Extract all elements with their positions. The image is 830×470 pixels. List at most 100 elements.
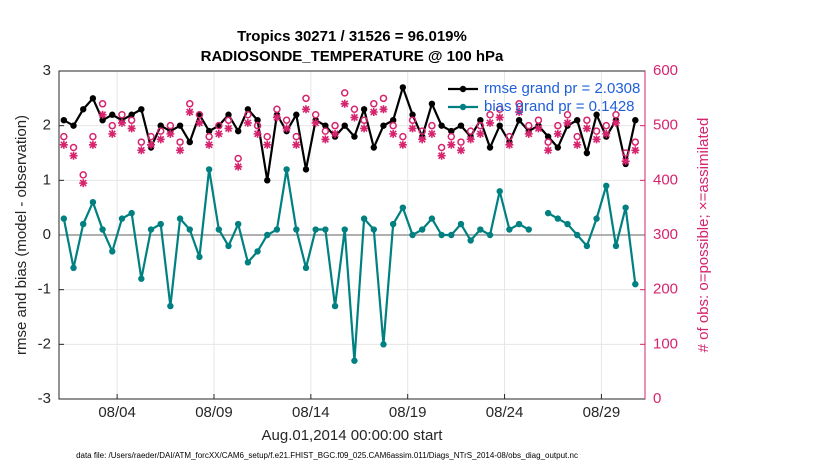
point bbox=[506, 226, 513, 233]
point bbox=[196, 253, 203, 261]
point bbox=[515, 100, 523, 108]
point bbox=[167, 302, 174, 310]
point bbox=[185, 108, 194, 116]
point bbox=[88, 140, 97, 149]
point bbox=[350, 113, 359, 122]
point bbox=[399, 132, 407, 141]
point bbox=[302, 166, 310, 173]
point bbox=[205, 166, 213, 173]
point bbox=[467, 237, 474, 244]
point bbox=[109, 111, 116, 118]
point bbox=[380, 122, 387, 129]
point bbox=[127, 116, 136, 124]
point bbox=[602, 121, 611, 130]
point bbox=[544, 146, 553, 155]
point bbox=[244, 110, 252, 119]
point bbox=[544, 138, 552, 146]
point bbox=[272, 113, 281, 122]
point bbox=[515, 220, 523, 228]
point bbox=[263, 132, 271, 141]
point bbox=[147, 226, 155, 233]
point bbox=[244, 106, 252, 113]
point bbox=[322, 122, 329, 129]
point bbox=[118, 110, 126, 119]
point bbox=[263, 140, 272, 149]
point bbox=[205, 127, 213, 135]
point bbox=[544, 209, 552, 217]
point bbox=[428, 121, 436, 130]
point bbox=[234, 220, 242, 228]
point bbox=[457, 138, 465, 146]
point bbox=[389, 129, 398, 138]
y2-axis-label: # of obs: o=possible; ×=assimilated bbox=[695, 118, 712, 353]
y-tick-label: -2 bbox=[38, 335, 51, 352]
point bbox=[79, 171, 87, 179]
point bbox=[496, 122, 503, 129]
legend-label: rmse grand pr = 2.0308 bbox=[484, 80, 640, 97]
point bbox=[282, 116, 291, 124]
point bbox=[243, 118, 252, 127]
point bbox=[448, 231, 455, 239]
point bbox=[224, 124, 233, 133]
point bbox=[195, 110, 204, 119]
point bbox=[322, 226, 329, 233]
y-tick-label: -3 bbox=[38, 390, 51, 407]
point bbox=[147, 140, 156, 149]
point bbox=[273, 105, 281, 114]
point bbox=[603, 182, 610, 189]
point bbox=[360, 106, 368, 113]
point bbox=[137, 138, 146, 146]
point bbox=[89, 199, 97, 206]
point bbox=[524, 129, 533, 138]
point bbox=[602, 129, 611, 138]
point bbox=[108, 121, 117, 130]
point bbox=[147, 132, 155, 141]
point bbox=[544, 133, 552, 140]
point bbox=[244, 259, 252, 266]
point bbox=[496, 188, 503, 195]
y2-tick-label: 600 bbox=[653, 62, 678, 79]
x-tick-label: 08/24 bbox=[486, 404, 524, 421]
point bbox=[70, 264, 77, 271]
point bbox=[108, 129, 117, 138]
point bbox=[563, 118, 572, 127]
point bbox=[118, 215, 126, 222]
point bbox=[253, 121, 262, 130]
y2-tick-label: 300 bbox=[653, 226, 678, 243]
point bbox=[89, 132, 97, 141]
point bbox=[447, 132, 456, 141]
point bbox=[612, 242, 620, 250]
point bbox=[60, 215, 68, 222]
point bbox=[486, 110, 494, 119]
point bbox=[80, 220, 87, 228]
x-tick-label: 08/19 bbox=[389, 404, 427, 421]
point bbox=[351, 357, 358, 364]
y2-tick-label: 500 bbox=[653, 117, 678, 134]
point bbox=[370, 226, 377, 233]
point bbox=[59, 140, 68, 149]
point bbox=[477, 226, 484, 233]
legend-marker bbox=[459, 85, 467, 93]
point bbox=[137, 146, 146, 155]
point bbox=[292, 132, 301, 141]
point bbox=[631, 146, 640, 155]
point bbox=[399, 204, 407, 211]
point bbox=[437, 143, 446, 152]
point bbox=[564, 220, 571, 228]
point bbox=[554, 144, 562, 151]
point bbox=[427, 129, 436, 138]
point bbox=[515, 108, 524, 116]
footnote: data file: /Users/raeder/DAI/ATM_forcXX/… bbox=[76, 451, 578, 460]
chart-title: Tropics 30271 / 31526 = 96.019% bbox=[237, 28, 467, 45]
legend-marker bbox=[459, 103, 467, 111]
point bbox=[622, 204, 629, 211]
point bbox=[301, 105, 310, 114]
point bbox=[215, 121, 223, 130]
point bbox=[583, 242, 591, 250]
point bbox=[379, 94, 388, 103]
point bbox=[331, 129, 340, 138]
point bbox=[234, 127, 242, 135]
point bbox=[563, 110, 572, 119]
point bbox=[69, 151, 78, 160]
